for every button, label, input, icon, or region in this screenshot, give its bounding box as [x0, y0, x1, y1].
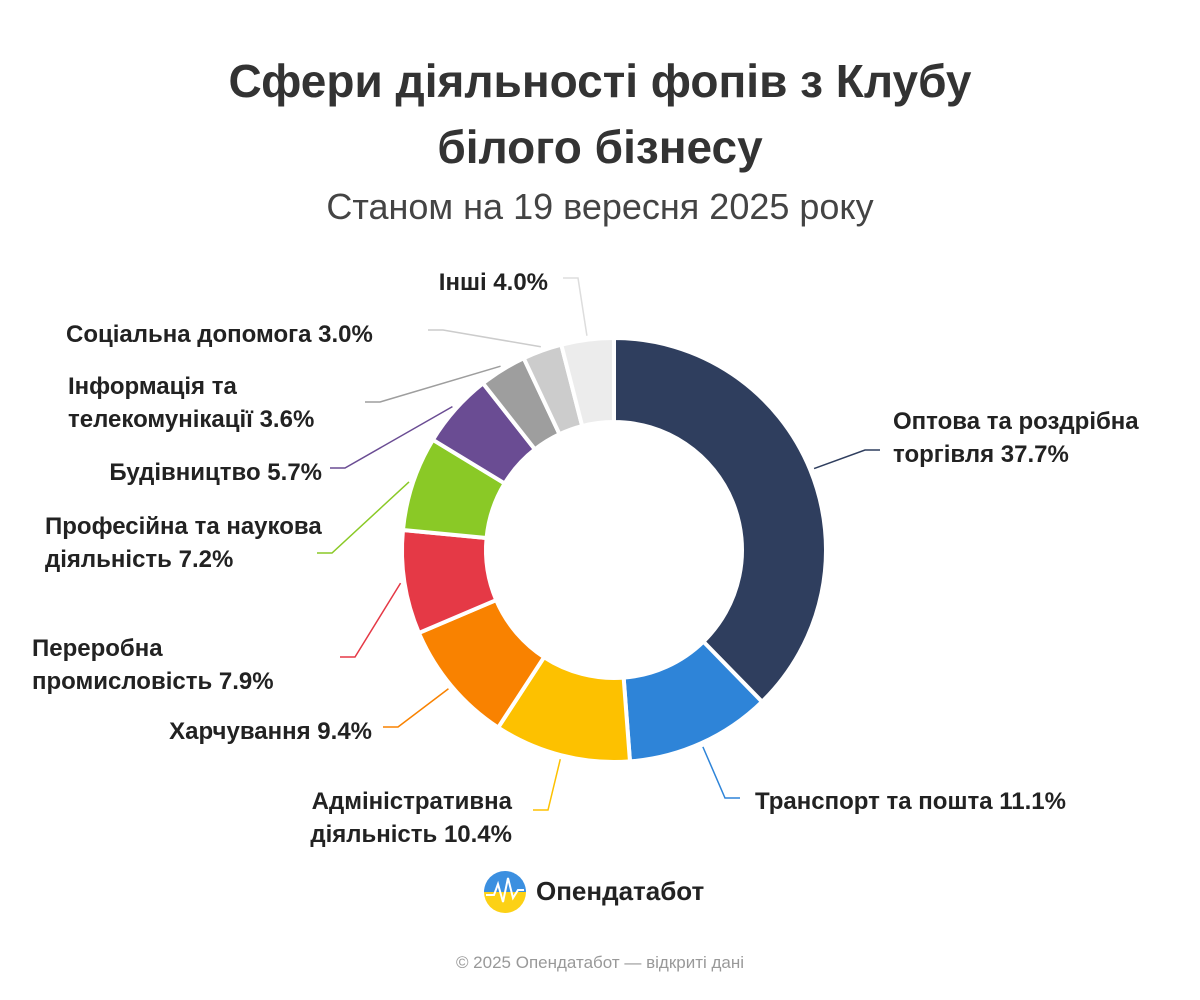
slice-label: Соціальна допомога 3.0% [66, 318, 446, 351]
chart-title: Сфери діяльності фопів з Клубу білого бі… [228, 55, 972, 173]
value-label: 5.7% [267, 459, 322, 486]
slice-label: Оптова та роздрібна торгівля 37.7% [893, 405, 1173, 471]
value-label: 9.4% [317, 718, 372, 745]
category-label: Інші [438, 269, 487, 296]
leader-line [340, 582, 402, 658]
value-label: 37.7% [1000, 441, 1069, 468]
slice-label: Інші 4.0% [248, 266, 548, 299]
slice-label: Транспорт та пошта 11.1% [755, 785, 1135, 818]
category-label: Будівництво [109, 459, 261, 486]
category-label: Переробна промисловість [32, 635, 213, 695]
category-label: Адміністративна діяльність [310, 788, 512, 848]
donut-slice [559, 336, 616, 429]
category-label: Соціальна допомога [66, 321, 312, 348]
leader-line [533, 759, 562, 811]
leader-line [383, 688, 449, 728]
leader-line [813, 449, 880, 470]
value-label: 7.9% [218, 668, 274, 695]
footer: © 2025 Опендатабот — відкриті дані [455, 953, 745, 972]
slice-label: Адміністративна діяльність 10.4% [272, 785, 512, 851]
brand-logo-wave [486, 877, 524, 903]
donut-slice [612, 336, 828, 704]
leader-line [365, 365, 501, 403]
leader-line [702, 746, 740, 799]
slice-label: Харчування 9.4% [72, 715, 372, 748]
category-label: Транспорт та пошта [755, 788, 993, 815]
brand: Опендатабот [536, 876, 705, 906]
value-label: 10.4% [443, 821, 512, 848]
value-label: 4.0% [493, 269, 548, 296]
slice-label: Будівництво 5.7% [22, 456, 322, 489]
category-label: Професійна та наукова діяльність [45, 513, 322, 573]
slice-label: Переробна промисловість 7.9% [32, 632, 332, 698]
leader-line [428, 329, 541, 348]
value-label: 3.0% [318, 321, 373, 348]
leader-line [317, 481, 410, 554]
value-label: 3.6% [259, 406, 315, 433]
chart-subtitle: Станом на 19 вересня 2025 року [326, 186, 874, 227]
value-label: 7.2% [178, 546, 234, 573]
category-label: Інформація та телекомунікації [68, 373, 253, 433]
leader-line [563, 277, 588, 336]
leader-line [330, 405, 453, 469]
category-label: Харчування [169, 718, 311, 745]
value-label: 11.1% [999, 788, 1066, 815]
slice-label: Професійна та наукова діяльність 7.2% [45, 510, 335, 576]
slice-label: Інформація та телекомунікації 3.6% [68, 370, 368, 436]
category-label: Оптова та роздрібна торгівля [893, 408, 1139, 468]
